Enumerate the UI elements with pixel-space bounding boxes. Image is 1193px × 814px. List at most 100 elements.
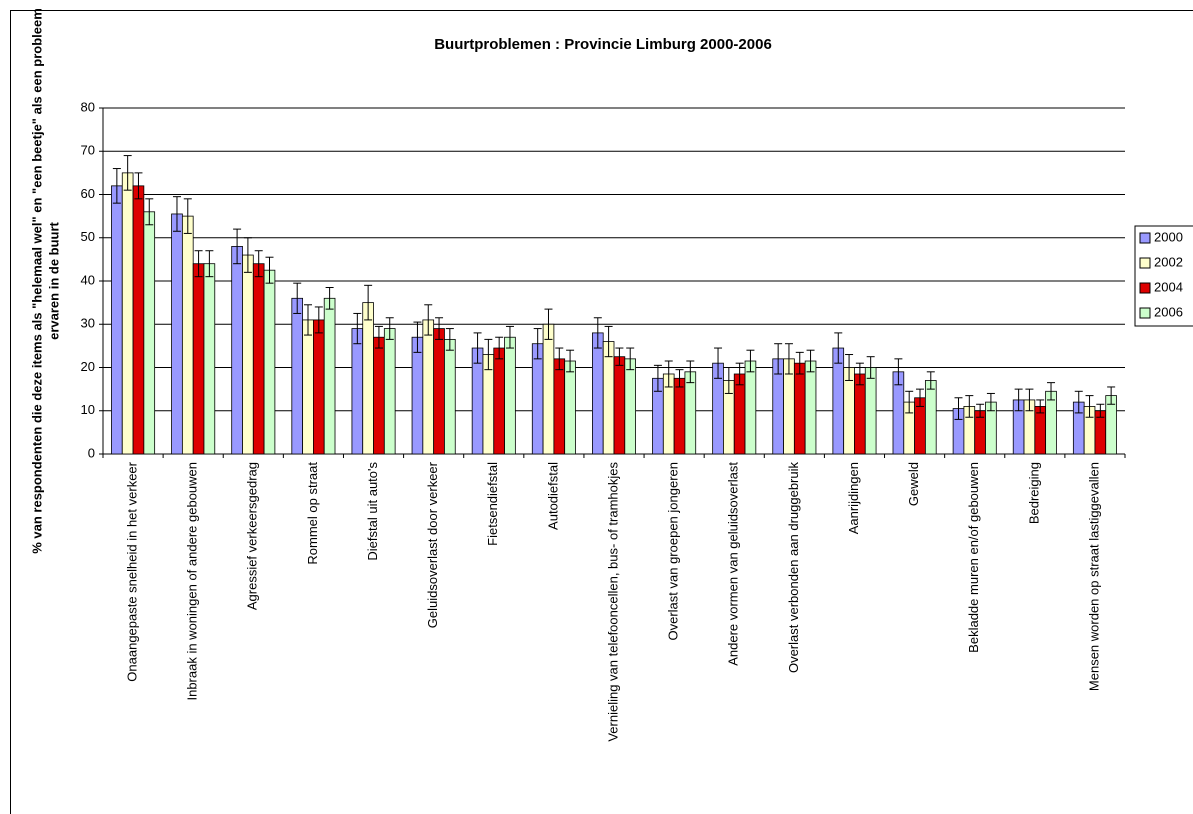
error-bar xyxy=(374,325,383,349)
error-bar xyxy=(544,308,553,340)
error-bar xyxy=(593,317,602,349)
y-tick-label: 0 xyxy=(88,445,95,460)
y-tick-label: 20 xyxy=(81,359,95,374)
bar xyxy=(471,347,484,455)
bar xyxy=(433,328,445,455)
error-bar xyxy=(254,250,263,278)
error-bar xyxy=(965,395,974,418)
error-bar xyxy=(866,356,875,379)
error-bar xyxy=(484,338,493,371)
error-bar xyxy=(293,282,302,314)
error-bar xyxy=(325,286,334,310)
x-tick-label: Geluidsoverlast door verkeer xyxy=(425,461,440,628)
error-bar xyxy=(445,328,454,351)
bar xyxy=(143,211,156,455)
error-bar xyxy=(905,390,914,414)
error-bar xyxy=(112,168,121,204)
error-bar xyxy=(435,317,444,340)
error-bar xyxy=(194,250,203,278)
bar xyxy=(854,373,866,455)
error-bar xyxy=(233,228,242,265)
bar xyxy=(493,347,505,455)
error-bar xyxy=(495,336,504,360)
bar xyxy=(383,328,396,455)
error-bar xyxy=(364,284,373,321)
legend-swatch xyxy=(1139,307,1151,319)
x-tick-label: Diefstal uit auto's xyxy=(365,462,380,561)
error-bar xyxy=(615,347,624,366)
bar xyxy=(793,362,806,455)
error-bar xyxy=(724,367,733,394)
bar xyxy=(553,358,566,455)
error-bar xyxy=(626,347,635,371)
x-tick-label: Vernieling van telefooncellen, bus- of t… xyxy=(605,462,620,742)
error-bar xyxy=(845,354,854,381)
bar xyxy=(684,371,697,455)
legend-label: 2004 xyxy=(1154,279,1183,294)
error-bar xyxy=(686,360,695,384)
error-bar xyxy=(1036,399,1045,414)
bar xyxy=(1045,390,1057,455)
legend-label: 2006 xyxy=(1154,304,1183,319)
x-tick-label: Fietsendiefstal xyxy=(485,462,500,546)
error-bar xyxy=(265,256,274,284)
error-bar xyxy=(1047,382,1056,401)
x-tick-label: Overlast van groepen jongeren xyxy=(666,462,681,641)
bar xyxy=(323,297,336,455)
error-bar xyxy=(1025,388,1034,412)
bar xyxy=(564,360,576,455)
error-bar xyxy=(1014,388,1023,412)
error-bar xyxy=(806,349,815,373)
y-tick-label: 30 xyxy=(81,316,95,331)
x-tick-label: Bedreiging xyxy=(1026,462,1041,524)
error-bar xyxy=(1074,390,1083,414)
error-bar xyxy=(555,347,564,371)
error-bar xyxy=(183,198,192,234)
error-bar xyxy=(473,332,482,364)
bar xyxy=(351,328,364,455)
x-tick-label: Onaangepaste snelheid in het verkeer xyxy=(124,461,139,681)
bar xyxy=(504,336,516,455)
x-tick-label: Autodiefstal xyxy=(545,462,560,530)
legend-label: 2000 xyxy=(1154,229,1183,244)
error-bar xyxy=(1107,386,1116,405)
bar xyxy=(111,185,123,455)
error-bar xyxy=(413,321,422,353)
error-bar xyxy=(604,325,613,358)
error-bar xyxy=(774,343,783,375)
y-axis-label: ervaren in de buurt xyxy=(46,221,61,339)
error-bar xyxy=(784,343,793,375)
error-bar xyxy=(505,325,514,349)
y-tick-label: 10 xyxy=(81,402,95,417)
bar xyxy=(231,245,243,455)
bar xyxy=(924,380,937,455)
error-bar xyxy=(664,360,673,388)
y-tick-label: 80 xyxy=(81,99,95,114)
x-tick-label: Bekladde muren en/of gebouwen xyxy=(966,462,981,653)
bar xyxy=(263,269,276,455)
y-tick-label: 60 xyxy=(81,186,95,201)
error-bar xyxy=(424,304,433,336)
bar xyxy=(411,336,424,455)
error-bar xyxy=(1085,395,1094,418)
bar xyxy=(613,356,626,455)
error-bar xyxy=(1096,403,1105,418)
error-bar xyxy=(954,397,963,420)
error-bar xyxy=(735,362,744,386)
error-bar xyxy=(976,403,985,418)
bar xyxy=(121,172,134,455)
error-bar xyxy=(675,369,684,388)
y-tick-label: 70 xyxy=(81,143,95,158)
bar xyxy=(733,373,746,455)
bar xyxy=(302,319,314,455)
bar xyxy=(373,336,385,455)
bar xyxy=(1034,406,1047,455)
error-bar xyxy=(172,196,181,232)
error-bar xyxy=(915,388,924,407)
error-bar xyxy=(145,198,154,226)
y-tick-label: 50 xyxy=(81,229,95,244)
x-tick-label: Overlast verbonden aan druggebruik xyxy=(786,462,801,674)
bar xyxy=(291,297,304,455)
bar xyxy=(132,185,145,455)
legend-label: 2002 xyxy=(1154,254,1183,269)
